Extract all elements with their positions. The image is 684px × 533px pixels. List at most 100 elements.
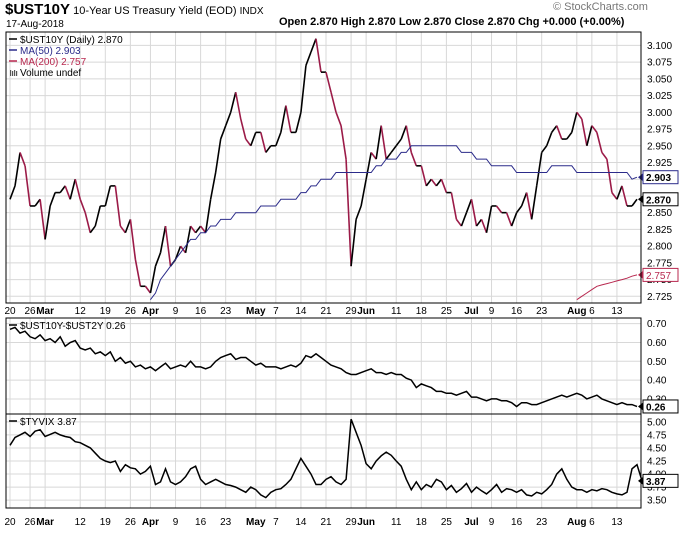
x-tick-label: 18: [416, 306, 428, 317]
x-tick-label: 13: [611, 306, 623, 317]
price-line-segment: [224, 112, 232, 126]
panel-border: [5, 31, 642, 304]
y-tick-label: 5.00: [647, 417, 667, 428]
price-line-segment: [154, 252, 162, 267]
price-line-segment: [365, 152, 372, 180]
price-line-segment: [94, 205, 102, 227]
y-tick-label: 0.60: [647, 338, 667, 349]
y-tick-label: 2.725: [647, 292, 672, 303]
y-tick-label: 2.850: [647, 208, 672, 219]
y-tick-label: 0.40: [647, 376, 667, 387]
x-tick-label: 9: [489, 517, 495, 528]
price-line-segment: [260, 132, 267, 153]
price-line-segment: [295, 112, 302, 133]
price-line-segment: [74, 179, 82, 200]
price-line-segment: [159, 225, 167, 253]
x-tick-label: May: [246, 517, 266, 528]
price-line-segment: [551, 125, 558, 133]
price-line-segment: [325, 71, 332, 93]
price-line-segment: [14, 152, 21, 187]
price-line-segment: [621, 185, 628, 207]
y-tick-label: 3.000: [647, 108, 672, 119]
price-line-segment: [370, 151, 377, 160]
panel-border: [5, 413, 642, 509]
x-tick-label: 11: [391, 306, 402, 317]
price-line-segment: [335, 112, 342, 126]
price-line-segment: [450, 192, 458, 220]
x-tick-label: 23: [220, 517, 232, 528]
x-tick-label: 9: [489, 306, 495, 317]
price-line-segment: [360, 179, 367, 207]
price-line-segment: [460, 212, 468, 227]
y-tick-label: 0.70: [647, 319, 667, 330]
x-tick-label: 26: [125, 517, 137, 528]
price-line-segment: [129, 219, 137, 260]
price-line-segment: [340, 125, 347, 160]
price-line-segment: [114, 185, 122, 227]
price-line-segment: [485, 205, 493, 233]
price-line-segment: [184, 225, 192, 253]
x-tick-label: Jun: [357, 306, 375, 317]
x-tick-label: 20: [4, 517, 16, 528]
y-tick-label: 2.825: [647, 225, 672, 236]
series-line-ma-200-: [576, 274, 638, 301]
security-name: 10-Year US Treasury Yield (EOD): [73, 5, 237, 17]
y-tick-label: 2.925: [647, 158, 672, 169]
y-tick-label: 4.50: [647, 443, 667, 454]
x-axis-labels-bottom: 20 26 Mar 12 19 26 Apr 9 16 23 May 7 14 21 29 Jun 11 18 25…: [4, 517, 622, 528]
x-tick-label: Mar: [36, 517, 54, 528]
price-line-segment: [505, 212, 513, 227]
x-tick-label: 21: [320, 517, 332, 528]
price-line-segment: [435, 178, 443, 187]
price-line-segment: [425, 178, 432, 187]
price-line-segment: [576, 111, 583, 120]
price-line-segment: [631, 198, 638, 207]
price-line-segment: [44, 205, 51, 240]
legend-entry: MA(50) 2.903: [20, 46, 81, 57]
price-line-segment: [149, 266, 157, 294]
price-line-segment: [535, 152, 543, 187]
price-line-segment: [194, 225, 202, 234]
x-tick-label: 21: [320, 306, 332, 317]
price-line-segment: [79, 199, 86, 213]
price-line-segment: [285, 105, 292, 133]
panel-title: $UST10Y-$UST2Y 0.26: [20, 321, 126, 332]
volume-bars-icon: [12, 71, 14, 76]
price-line-segment: [64, 185, 71, 200]
price-line-segment: [430, 178, 438, 187]
y-tick-label: 3.75: [647, 483, 667, 494]
price-line-segment: [395, 138, 402, 147]
chart-panel-2: 0.700.600.500.400.300.26$UST10Y-$UST2Y 0…: [5, 317, 679, 415]
price-line-segment: [400, 125, 408, 140]
price-line-segment: [199, 225, 207, 234]
chart-panel-1: 3.100 3.075 3.050 3.025 3.000 2.975 2.950 2.925…: [5, 31, 679, 304]
volume-bars-icon: [14, 70, 16, 76]
x-tick-label: 23: [220, 306, 232, 317]
series-line--ust10y-ust2y: [9, 326, 638, 408]
y-tick-label: 3.100: [647, 41, 672, 52]
series-line-ma-50-: [150, 145, 638, 301]
price-line-segment: [124, 219, 132, 234]
price-line-segment: [515, 205, 523, 214]
x-tick-label: 7: [273, 306, 279, 317]
price-line-segment: [280, 105, 287, 133]
price-line-segment: [9, 185, 16, 200]
price-line-segment: [234, 92, 242, 120]
x-axis-labels-top: 20 26 Mar 12 19 26 Apr 9 16 23 May 7 14 21 29 Jun 11 18 25…: [4, 306, 622, 317]
price-line-segment: [586, 125, 593, 146]
x-tick-label: Jul: [464, 306, 479, 317]
price-line-segment: [144, 285, 152, 294]
price-line-segment: [475, 218, 483, 227]
watermark: © StockCharts.com: [553, 1, 648, 13]
price-line-segment: [405, 125, 413, 153]
ohlc-summary: Open 2.870 High 2.870 Low 2.870 Close 2.…: [279, 16, 625, 28]
price-line-segment: [164, 225, 172, 267]
price-line-segment: [250, 132, 257, 147]
x-tick-label: Jun: [357, 517, 375, 528]
price-line-segment: [495, 205, 503, 214]
price-line-segment: [350, 219, 357, 267]
price-line-segment: [566, 131, 573, 140]
y-tick-label: 3.025: [647, 91, 672, 102]
price-line-segment: [19, 152, 26, 167]
